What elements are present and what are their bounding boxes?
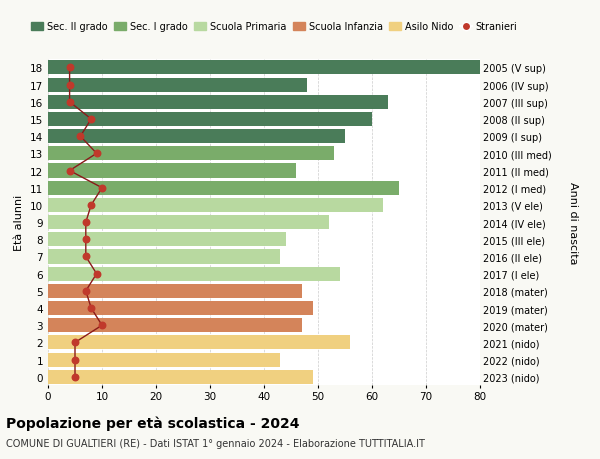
Point bbox=[97, 185, 107, 192]
Bar bbox=[48, 130, 345, 144]
Bar bbox=[48, 112, 372, 127]
Bar bbox=[48, 336, 350, 350]
Y-axis label: Anni di nascita: Anni di nascita bbox=[568, 181, 578, 264]
Bar bbox=[48, 370, 313, 384]
Point bbox=[81, 219, 91, 226]
Point bbox=[86, 202, 96, 209]
Point bbox=[86, 116, 96, 123]
Bar bbox=[48, 250, 280, 264]
Point bbox=[97, 322, 107, 329]
Bar bbox=[48, 233, 286, 247]
Bar bbox=[48, 284, 302, 298]
Bar bbox=[48, 353, 280, 367]
Point bbox=[65, 99, 74, 106]
Bar bbox=[48, 95, 388, 110]
Legend: Sec. II grado, Sec. I grado, Scuola Primaria, Scuola Infanzia, Asilo Nido, Stran: Sec. II grado, Sec. I grado, Scuola Prim… bbox=[31, 22, 517, 32]
Point bbox=[92, 151, 101, 158]
Bar bbox=[48, 216, 329, 230]
Point bbox=[65, 82, 74, 89]
Bar bbox=[48, 164, 296, 178]
Bar bbox=[48, 147, 334, 161]
Bar bbox=[48, 61, 491, 75]
Text: Popolazione per età scolastica - 2024: Popolazione per età scolastica - 2024 bbox=[6, 415, 299, 430]
Point bbox=[76, 133, 85, 140]
Point bbox=[81, 236, 91, 243]
Point bbox=[86, 305, 96, 312]
Point bbox=[81, 287, 91, 295]
Bar bbox=[48, 302, 313, 315]
Point bbox=[65, 168, 74, 175]
Text: COMUNE DI GUALTIERI (RE) - Dati ISTAT 1° gennaio 2024 - Elaborazione TUTTITALIA.: COMUNE DI GUALTIERI (RE) - Dati ISTAT 1°… bbox=[6, 438, 425, 448]
Bar bbox=[48, 267, 340, 281]
Bar bbox=[48, 198, 383, 213]
Bar bbox=[48, 319, 302, 333]
Point bbox=[65, 65, 74, 72]
Point bbox=[70, 356, 80, 364]
Point bbox=[70, 373, 80, 381]
Bar bbox=[48, 78, 307, 92]
Point bbox=[81, 253, 91, 261]
Bar bbox=[48, 181, 399, 196]
Point bbox=[70, 339, 80, 347]
Point bbox=[92, 270, 101, 278]
Y-axis label: Età alunni: Età alunni bbox=[14, 195, 25, 251]
